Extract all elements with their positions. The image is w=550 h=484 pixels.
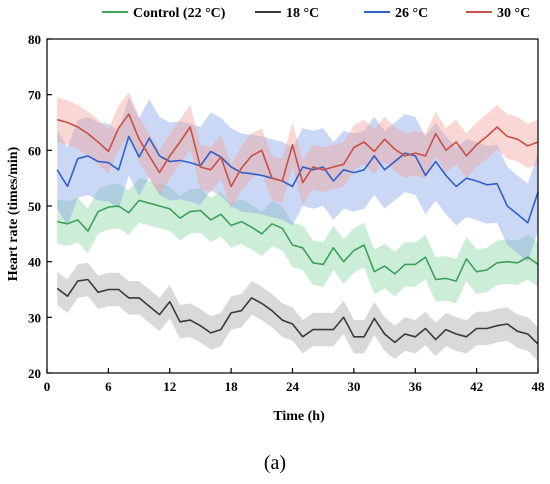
line-series-3 (56, 113, 539, 188)
band-series-0 (57, 178, 538, 304)
confidence-bands (57, 91, 538, 361)
y-tick-label: 70 (28, 88, 41, 103)
x-tick-label: 12 (163, 379, 176, 394)
axes: 0 6 12 18 24 30 36 42 48 20 30 40 50 60 70 80 (28, 32, 545, 394)
line-series-2 (56, 135, 539, 224)
y-tick-label: 60 (28, 143, 41, 158)
x-tick-label: 36 (409, 379, 423, 394)
x-tick-label: 18 (225, 379, 239, 394)
x-tick-label: 24 (286, 379, 300, 394)
band-series-2 (57, 97, 538, 262)
line-series-1 (56, 278, 539, 345)
x-tick-label: 42 (470, 379, 483, 394)
band-series-3 (57, 91, 538, 209)
y-tick-label: 40 (28, 255, 41, 270)
legend-label-2: 26 °C (395, 6, 428, 21)
y-tick-label: 50 (28, 199, 41, 214)
y-tick-label: 80 (28, 32, 41, 47)
chart-legend: Control (22 °C) 18 °C 26 °C 30 °C (102, 6, 530, 21)
legend-label-3: 30 °C (497, 6, 530, 21)
x-axis-label: Time (h) (273, 409, 325, 424)
y-tick-label: 20 (28, 366, 41, 381)
x-tick-label: 6 (105, 379, 112, 394)
x-tick-label: 48 (532, 379, 546, 394)
y-tick-label: 30 (28, 310, 41, 325)
legend-label-0: Control (22 °C) (133, 6, 226, 21)
legend-label-1: 18 °C (286, 6, 319, 21)
band-series-1 (57, 262, 538, 361)
y-axis-label: Heart rate (times/min) (6, 146, 21, 281)
x-tick-label: 0 (44, 379, 51, 394)
figure-caption: (a) (263, 452, 287, 474)
line-series-0 (57, 199, 539, 282)
x-tick-label: 30 (347, 379, 360, 394)
series-lines (56, 113, 539, 345)
